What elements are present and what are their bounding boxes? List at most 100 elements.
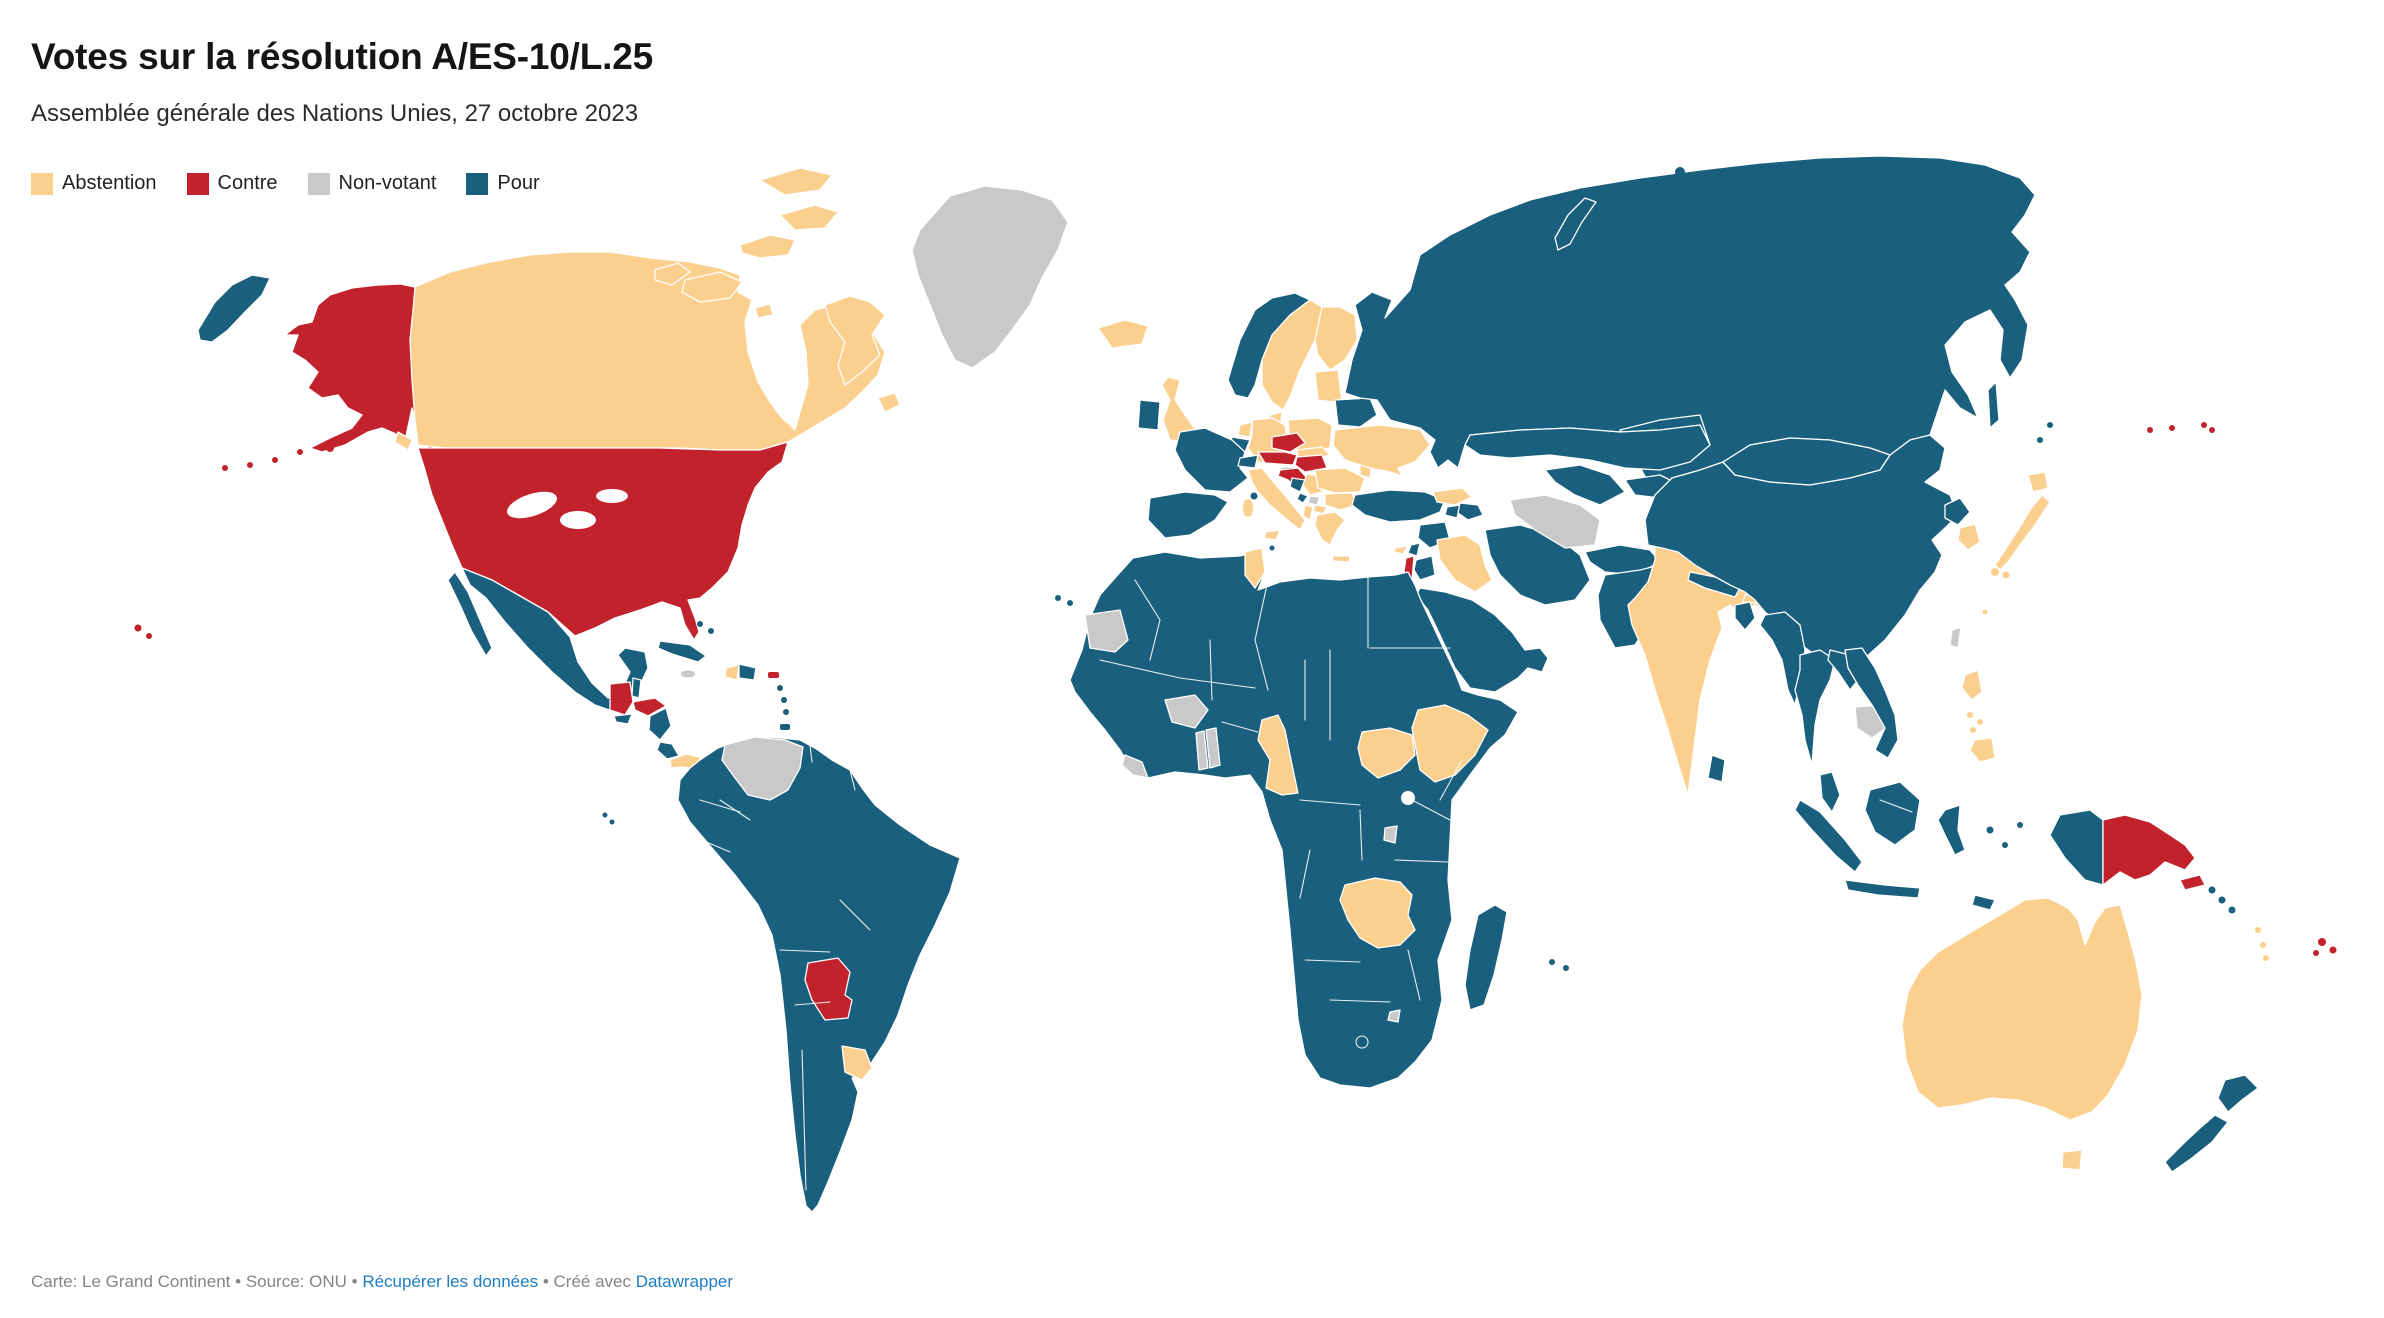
country-canada[interactable] bbox=[409, 251, 886, 451]
country-canada-ellesmere[interactable] bbox=[779, 204, 839, 231]
country-kosovo[interactable] bbox=[1307, 495, 1321, 506]
country-benin[interactable] bbox=[1205, 727, 1221, 769]
country-australia[interactable] bbox=[1901, 897, 2143, 1121]
country-dominican-republic[interactable] bbox=[738, 663, 757, 681]
country-iraq[interactable] bbox=[1436, 534, 1493, 593]
country-austria[interactable] bbox=[1257, 451, 1298, 466]
country-galapagos[interactable] bbox=[602, 812, 615, 825]
country-jamaica[interactable] bbox=[681, 670, 695, 678]
country-mongolia[interactable] bbox=[1722, 437, 1891, 486]
country-saudi-arabia-peninsula[interactable] bbox=[1415, 587, 1549, 693]
country-south-korea[interactable] bbox=[1957, 523, 1981, 551]
country-tunisia[interactable] bbox=[1244, 547, 1266, 589]
legend-item-non_votant[interactable]: Non-votant bbox=[307, 172, 436, 195]
country-iceland[interactable] bbox=[1097, 319, 1149, 349]
country-myanmar[interactable] bbox=[1759, 611, 1806, 706]
country-canada-vancouver-island[interactable] bbox=[394, 431, 413, 451]
country-burkina-faso[interactable] bbox=[1164, 694, 1209, 729]
country-france[interactable] bbox=[1174, 427, 1249, 493]
country-finland[interactable] bbox=[1314, 306, 1358, 371]
country-armenia[interactable] bbox=[1444, 504, 1461, 519]
country-honduras[interactable] bbox=[632, 697, 667, 717]
country-liberia[interactable] bbox=[1121, 754, 1149, 779]
country-vanuatu[interactable] bbox=[2255, 927, 2269, 961]
country-philippines-visayas[interactable] bbox=[1967, 712, 1983, 733]
country-mexico[interactable] bbox=[461, 567, 649, 713]
country-canada-banks-island[interactable] bbox=[654, 262, 691, 286]
country-north-korea[interactable] bbox=[1944, 497, 1971, 526]
country-belarus[interactable] bbox=[1334, 397, 1378, 428]
country-vietnam[interactable] bbox=[1844, 647, 1899, 759]
country-philippines-mindanao[interactable] bbox=[1969, 737, 1996, 763]
country-canada-devon-island[interactable] bbox=[739, 234, 796, 259]
country-czechia[interactable] bbox=[1271, 432, 1306, 453]
country-russia-chukotka-wrap[interactable] bbox=[197, 274, 271, 343]
country-canada-baffin-island[interactable] bbox=[824, 295, 886, 386]
country-turkey[interactable] bbox=[1351, 489, 1446, 523]
country-puerto-rico[interactable] bbox=[768, 672, 779, 678]
country-papua-new-guinea[interactable] bbox=[2102, 814, 2196, 886]
country-montenegro[interactable] bbox=[1296, 492, 1309, 504]
country-bangladesh[interactable] bbox=[1734, 601, 1756, 631]
country-canada-arctic-island[interactable] bbox=[759, 167, 833, 196]
country-lebanon[interactable] bbox=[1407, 542, 1421, 557]
country-ethiopia[interactable] bbox=[1411, 704, 1489, 783]
country-madagascar[interactable] bbox=[1464, 904, 1508, 1011]
country-spain-portugal[interactable] bbox=[1147, 491, 1229, 539]
country-indonesia-sulawesi[interactable] bbox=[1937, 804, 1966, 856]
country-russia-kurils[interactable] bbox=[2037, 422, 2053, 443]
country-south-sudan[interactable] bbox=[1357, 727, 1416, 779]
country-italy[interactable] bbox=[1247, 467, 1306, 531]
country-usa-hawaii[interactable] bbox=[134, 624, 153, 640]
country-uzbekistan[interactable] bbox=[1544, 464, 1626, 506]
country-mascarene-islands[interactable] bbox=[1549, 959, 1569, 971]
country-burundi[interactable] bbox=[1383, 825, 1398, 844]
country-romania[interactable] bbox=[1314, 467, 1366, 494]
country-cameroon[interactable] bbox=[1257, 714, 1299, 796]
country-russia-arctic-islands[interactable] bbox=[1675, 163, 1955, 180]
country-western-sahara[interactable] bbox=[1084, 609, 1129, 653]
country-thailand[interactable] bbox=[1794, 649, 1836, 766]
country-greenland[interactable] bbox=[911, 185, 1069, 369]
country-new-zealand-south[interactable] bbox=[2164, 1114, 2229, 1173]
country-indonesia-moluccas[interactable] bbox=[1986, 822, 2024, 848]
country-malaysia[interactable] bbox=[1819, 771, 1841, 813]
legend-item-abstention[interactable]: Abstention bbox=[31, 172, 157, 195]
country-bosnia[interactable] bbox=[1289, 477, 1306, 493]
country-timor[interactable] bbox=[1971, 894, 1996, 911]
country-russia-sakhalin[interactable] bbox=[1987, 381, 2000, 429]
country-bulgaria[interactable] bbox=[1324, 492, 1358, 511]
country-albania[interactable] bbox=[1302, 504, 1314, 521]
country-indonesia-sumatra[interactable] bbox=[1794, 799, 1863, 873]
country-el-salvador[interactable] bbox=[613, 713, 633, 725]
country-ireland[interactable] bbox=[1137, 399, 1161, 431]
country-trinidad[interactable] bbox=[780, 724, 790, 730]
country-japan-honshu[interactable] bbox=[1994, 494, 2051, 571]
country-uruguay[interactable] bbox=[841, 1045, 873, 1081]
country-north-macedonia[interactable] bbox=[1312, 504, 1328, 515]
country-nicaragua[interactable] bbox=[648, 707, 672, 741]
country-marshall-islands[interactable] bbox=[2201, 422, 2215, 433]
country-new-zealand-north[interactable] bbox=[2217, 1074, 2259, 1113]
legend-item-contre[interactable]: Contre bbox=[186, 172, 278, 195]
country-spain-balearics[interactable] bbox=[1207, 512, 1213, 518]
country-ukraine[interactable] bbox=[1332, 424, 1431, 477]
country-eswatini[interactable] bbox=[1387, 1009, 1401, 1023]
country-lesser-antilles[interactable] bbox=[777, 685, 789, 715]
country-tasmania[interactable] bbox=[2061, 1149, 2083, 1171]
country-canada-newfoundland[interactable] bbox=[877, 392, 901, 413]
country-jordan[interactable] bbox=[1413, 555, 1436, 581]
country-malta[interactable] bbox=[1269, 545, 1275, 551]
country-canada-victoria-island[interactable] bbox=[681, 271, 743, 303]
country-greece-crete[interactable] bbox=[1331, 555, 1351, 563]
country-japan-kyushu-shikoku[interactable] bbox=[1982, 568, 2010, 615]
country-kazakhstan[interactable] bbox=[1464, 424, 1711, 471]
country-haiti[interactable] bbox=[724, 664, 740, 681]
country-russia-novaya-zemlya[interactable] bbox=[1554, 197, 1597, 251]
country-belize[interactable] bbox=[631, 677, 642, 699]
country-costa-rica[interactable] bbox=[656, 741, 680, 760]
country-aleutian-islands[interactable] bbox=[222, 444, 334, 471]
country-togo[interactable] bbox=[1195, 730, 1209, 771]
country-turkmenistan[interactable] bbox=[1509, 494, 1601, 549]
country-azerbaijan[interactable] bbox=[1457, 502, 1484, 521]
